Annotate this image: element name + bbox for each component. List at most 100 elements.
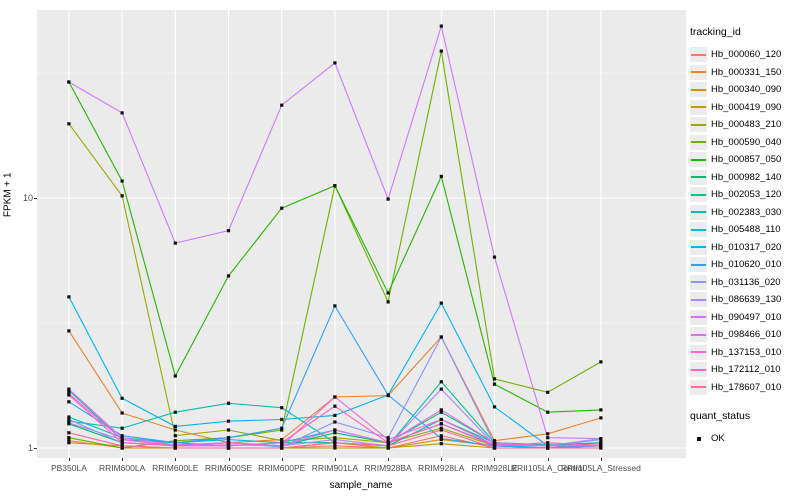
data-point [386, 444, 390, 448]
data-point [280, 439, 284, 443]
data-point [120, 194, 124, 198]
legend-line-icon [691, 298, 706, 301]
legend-item: Hb_002383_030 [690, 204, 798, 222]
x-tick-label: RRII105LA_Stressed [560, 463, 641, 473]
legend-key-swatch [690, 169, 707, 185]
data-point [333, 304, 337, 308]
legend-item: Hb_090497_010 [690, 309, 798, 327]
data-point [333, 441, 337, 445]
data-point [492, 441, 497, 445]
legend-item: Hb_137153_010 [690, 344, 798, 362]
x-tick-mark [175, 458, 177, 461]
data-point [120, 111, 124, 115]
legend-item: Hb_086639_130 [690, 291, 798, 309]
data-point [67, 387, 71, 391]
legend-item: Hb_002053_120 [690, 186, 798, 204]
x-tick-mark [494, 458, 496, 461]
data-point [280, 206, 284, 210]
legend-line-icon [691, 141, 706, 144]
legend-line-icon [691, 351, 706, 354]
legend-item-label: Hb_000340_090 [711, 84, 782, 96]
legend-item: Hb_000419_090 [690, 99, 798, 117]
y-tick-label: 1 [27, 443, 33, 453]
x-tick-label: PB350LA [50, 463, 87, 473]
data-point [120, 396, 124, 400]
data-point [67, 329, 71, 333]
quant-status-item: OK [690, 430, 798, 448]
data-point [67, 122, 71, 126]
legend-line-icon [691, 88, 706, 91]
data-point [439, 417, 443, 422]
legend-key-swatch [690, 222, 707, 238]
plot-panel [37, 10, 686, 458]
data-point [386, 436, 390, 440]
legend-item: Hb_000060_120 [690, 46, 798, 64]
legend-item: Hb_010620_010 [690, 256, 798, 274]
data-point [439, 434, 443, 438]
legend-key-swatch [690, 204, 707, 220]
data-point [120, 441, 124, 445]
data-point [599, 360, 603, 364]
data-point [67, 393, 71, 397]
data-point [280, 441, 284, 445]
legend-key-swatch [690, 344, 707, 360]
data-point [67, 421, 71, 425]
legend-item: Hb_000590_040 [690, 134, 798, 152]
legend-item: Hb_098466_010 [690, 326, 798, 344]
data-point [120, 446, 124, 450]
y-tick-mark [34, 198, 37, 199]
data-point [439, 174, 443, 178]
point-marker-icon [696, 436, 701, 441]
legend-item: Hb_005488_110 [690, 221, 798, 239]
data-point [492, 405, 497, 409]
legend-item: Hb_000857_050 [690, 151, 798, 169]
data-point [120, 444, 124, 448]
legend-title-quant-status: quant_status [690, 410, 751, 422]
x-tick-mark [388, 458, 390, 461]
legend-item: Hb_000483_210 [690, 116, 798, 134]
data-point [120, 179, 124, 183]
data-point [67, 441, 71, 445]
data-point [226, 419, 231, 423]
legend-line-icon [691, 368, 706, 371]
legend-line-icon [691, 246, 706, 249]
legend-item-label: Hb_086639_130 [711, 294, 782, 306]
legend-item-label: Hb_005488_110 [711, 224, 781, 236]
data-point [280, 428, 284, 432]
data-point [386, 300, 390, 304]
data-point [226, 444, 231, 448]
data-point [333, 446, 337, 450]
data-point [173, 410, 177, 414]
data-point [173, 428, 177, 432]
legend-item-label: Hb_010620_010 [711, 259, 782, 271]
data-point [599, 437, 603, 441]
data-point [439, 301, 443, 305]
x-tick-label: RRIM928LA [418, 463, 465, 473]
data-point [439, 380, 443, 384]
legend-item-label: Hb_000419_090 [711, 101, 782, 113]
legend-key-swatch [690, 134, 707, 150]
data-point [492, 439, 497, 443]
legend-key-swatch [690, 379, 707, 395]
legend-item-label: Hb_137153_010 [711, 346, 782, 358]
x-tick-mark [600, 458, 602, 461]
legend-item-label: Hb_090497_010 [711, 311, 782, 323]
chart-svg [37, 10, 686, 458]
data-point [546, 446, 550, 450]
x-tick-mark [68, 458, 70, 461]
data-point [439, 428, 443, 432]
data-point [173, 446, 177, 450]
legend-item-label: Hb_000590_040 [711, 136, 782, 148]
legend-key-swatch [690, 187, 707, 203]
data-point [333, 61, 337, 65]
legend-key-swatch [690, 99, 707, 115]
data-point [546, 432, 550, 436]
data-point [439, 408, 443, 412]
data-point [386, 197, 390, 201]
legend-key-swatch [690, 152, 707, 168]
legend-line-icon [691, 281, 706, 284]
data-point [226, 436, 231, 440]
y-tick-label: 10 [22, 193, 33, 203]
legend: tracking_id Hb_000060_120 Hb_000331_150 Hb… [690, 26, 798, 448]
